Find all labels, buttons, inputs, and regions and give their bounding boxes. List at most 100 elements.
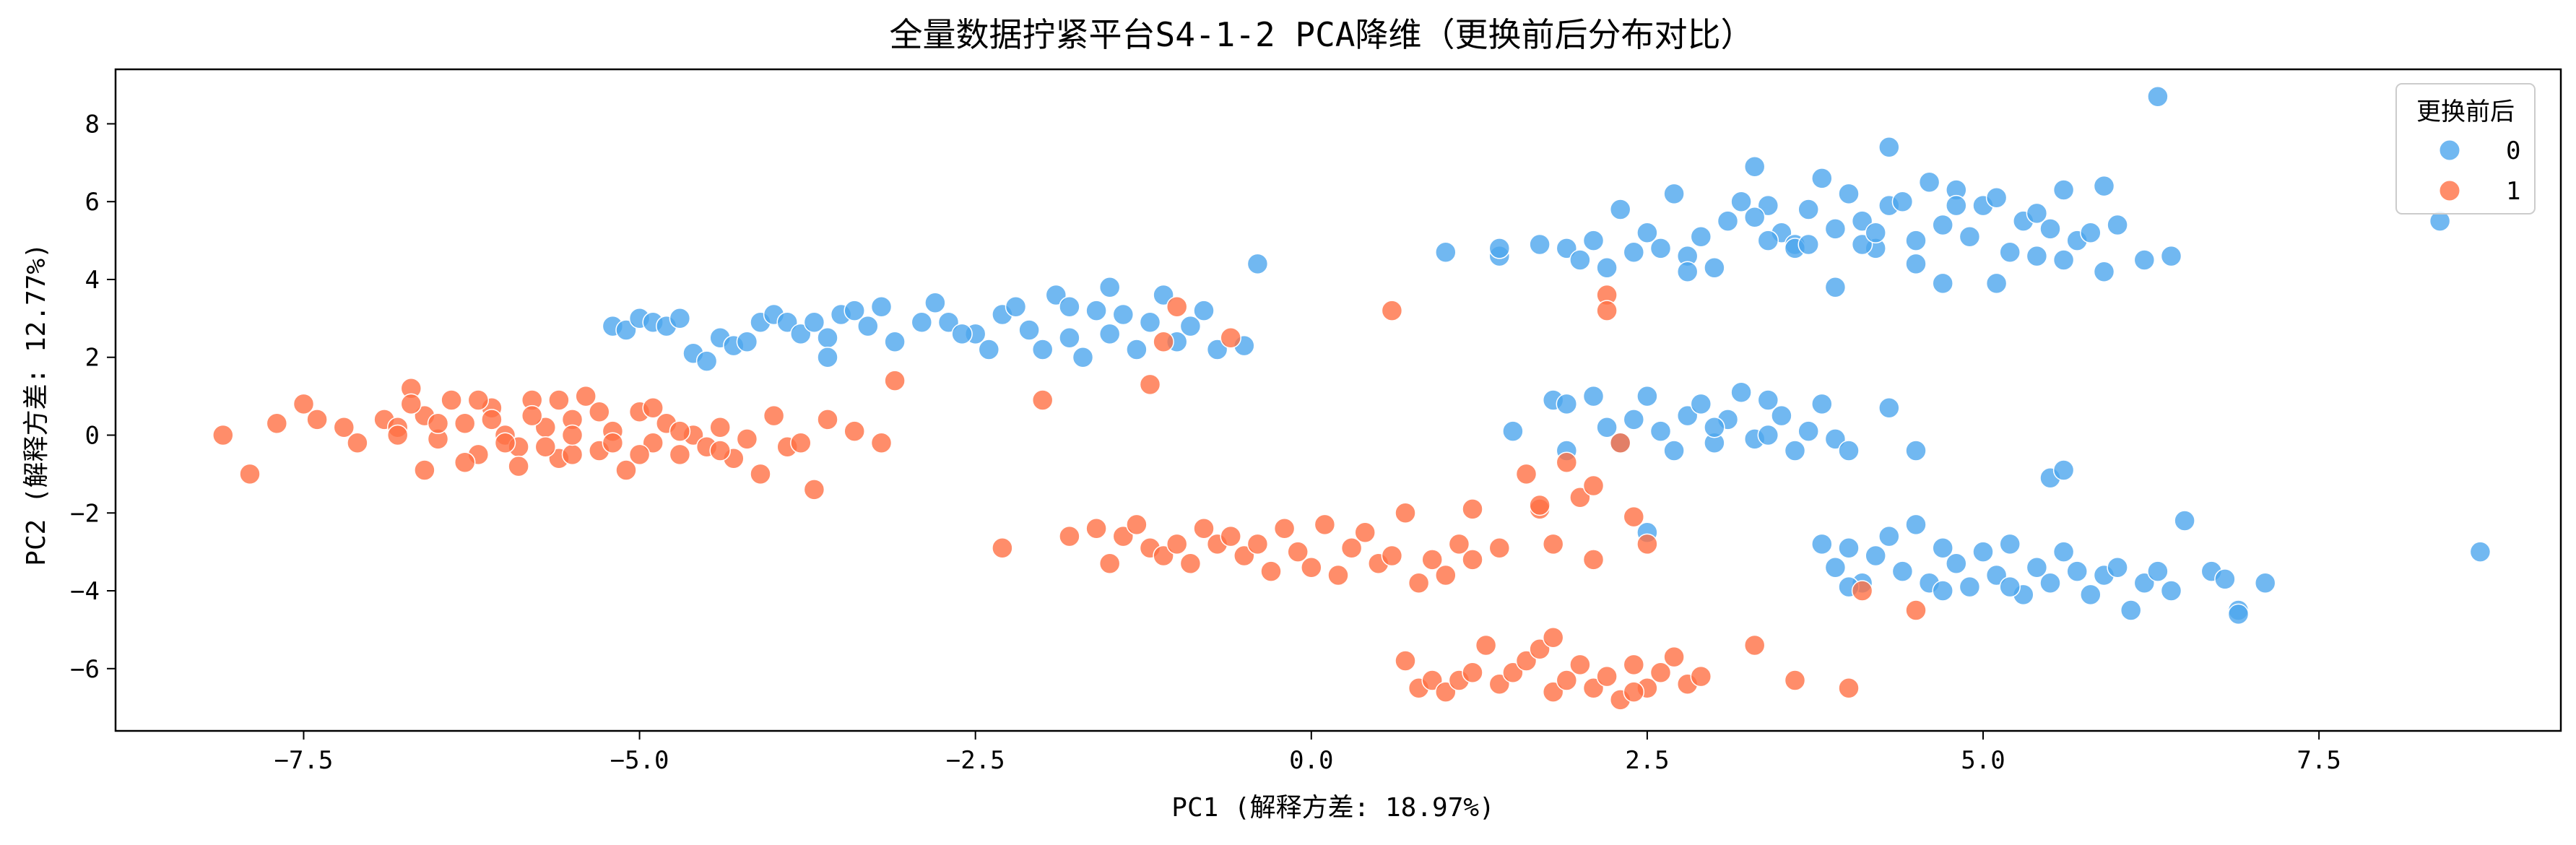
point-0-174 <box>2214 568 2236 590</box>
point-0-106 <box>1676 261 1699 282</box>
point-1-60 <box>1260 560 1282 582</box>
point-1-138 <box>534 436 557 458</box>
point-0-134 <box>1797 420 1819 442</box>
point-1-6 <box>347 432 368 454</box>
point-1-49 <box>1112 525 1135 547</box>
point-0-142 <box>1757 424 1779 446</box>
point-0-38 <box>1153 284 1174 306</box>
point-0-22 <box>924 292 946 314</box>
point-1-1 <box>239 463 261 485</box>
x-tick-label: −7.5 <box>274 746 334 775</box>
point-0-30 <box>1045 284 1067 306</box>
point-1-84 <box>1623 506 1645 528</box>
point-0-101 <box>2052 249 2075 271</box>
point-0-57 <box>1596 257 1618 279</box>
point-0-61 <box>1649 238 1672 259</box>
point-1-86 <box>1139 373 1161 396</box>
point-1-96 <box>1395 650 1416 672</box>
point-1-140 <box>669 420 691 442</box>
point-0-129 <box>1730 381 1752 403</box>
point-1-72 <box>1421 549 1443 571</box>
point-0-140 <box>1596 416 1618 438</box>
point-1-102 <box>1475 634 1497 656</box>
point-1-104 <box>1502 662 1524 683</box>
point-1-145 <box>1851 580 1873 602</box>
point-1-48 <box>1098 552 1121 575</box>
x-axis-label: PC1 (解释方差: 18.97%) <box>1171 793 1494 823</box>
point-0-68 <box>1743 155 1766 178</box>
point-0-170 <box>2147 560 2169 582</box>
point-0-44 <box>1246 253 1269 275</box>
point-0-21 <box>911 311 933 333</box>
point-0-150 <box>1878 525 1900 547</box>
point-1-44 <box>992 537 1013 559</box>
point-0-102 <box>1932 272 1953 295</box>
point-0-46 <box>951 323 973 345</box>
y-tick-label: 2 <box>85 344 100 373</box>
point-1-115 <box>1649 662 1672 683</box>
point-0-86 <box>1985 187 2008 209</box>
point-0-161 <box>2026 556 2048 578</box>
point-0-163 <box>2052 541 2075 563</box>
point-1-129 <box>561 443 584 466</box>
point-0-143 <box>1556 393 1578 415</box>
point-1-41 <box>844 420 865 442</box>
point-0-23 <box>937 311 960 333</box>
point-0-119 <box>1582 385 1605 407</box>
point-0-138 <box>1878 397 1900 419</box>
point-1-3 <box>292 393 315 415</box>
point-0-82 <box>1932 214 1953 236</box>
point-0-151 <box>1891 560 1914 582</box>
point-0-89 <box>2026 245 2048 267</box>
point-1-55 <box>1193 518 1215 540</box>
point-0-178 <box>2052 459 2075 481</box>
point-0-25 <box>978 339 1000 360</box>
point-1-12 <box>441 389 462 411</box>
point-1-121 <box>1838 677 1860 699</box>
legend: 更换前后 0 1 <box>2395 83 2536 214</box>
point-1-137 <box>561 424 584 446</box>
point-0-1 <box>615 319 637 341</box>
point-0-40 <box>1179 315 1202 337</box>
point-0-47 <box>817 346 838 368</box>
point-1-43 <box>884 370 906 391</box>
point-0-132 <box>1771 404 1792 427</box>
chart-title: 全量数据拧紧平台S4-1-2 PCA降维（更换前后分布对比） <box>890 15 1754 54</box>
point-0-76 <box>1851 210 1873 232</box>
point-0-13 <box>790 323 812 345</box>
point-0-111 <box>2093 175 2115 197</box>
point-0-167 <box>2107 556 2128 578</box>
point-0-91 <box>2052 179 2075 201</box>
point-1-136 <box>494 432 516 454</box>
point-0-34 <box>1098 276 1121 298</box>
point-0-67 <box>1730 191 1752 212</box>
point-1-25 <box>615 459 637 481</box>
point-1-5 <box>333 416 355 438</box>
point-1-34 <box>736 428 758 450</box>
point-1-142 <box>602 432 624 454</box>
point-1-95 <box>1582 549 1605 571</box>
point-1-101 <box>1462 662 1483 683</box>
point-0-59 <box>1623 241 1645 263</box>
point-0-154 <box>1932 537 1953 559</box>
point-0-155 <box>1946 552 1967 575</box>
point-0-18 <box>857 315 879 337</box>
point-1-109 <box>1569 654 1591 676</box>
x-tick-label: 5.0 <box>1961 746 2005 775</box>
point-1-47 <box>1085 518 1107 540</box>
point-1-65 <box>1327 564 1349 586</box>
point-0-60 <box>1636 222 1658 244</box>
y-axis-label: PC2 (解释方差: 12.77%) <box>22 243 51 566</box>
y-tick-label: 6 <box>85 188 100 217</box>
point-0-165 <box>2080 584 2102 606</box>
point-1-130 <box>589 401 610 422</box>
point-0-64 <box>1690 225 1712 248</box>
point-0-164 <box>2066 560 2088 582</box>
point-0-97 <box>2147 85 2169 108</box>
series-1 <box>212 284 1927 711</box>
point-0-84 <box>1959 225 1981 248</box>
series-0 <box>602 85 2492 625</box>
x-tick-label: −5.0 <box>610 746 669 775</box>
point-0-87 <box>1999 241 2021 263</box>
point-0-49 <box>1098 323 1121 345</box>
